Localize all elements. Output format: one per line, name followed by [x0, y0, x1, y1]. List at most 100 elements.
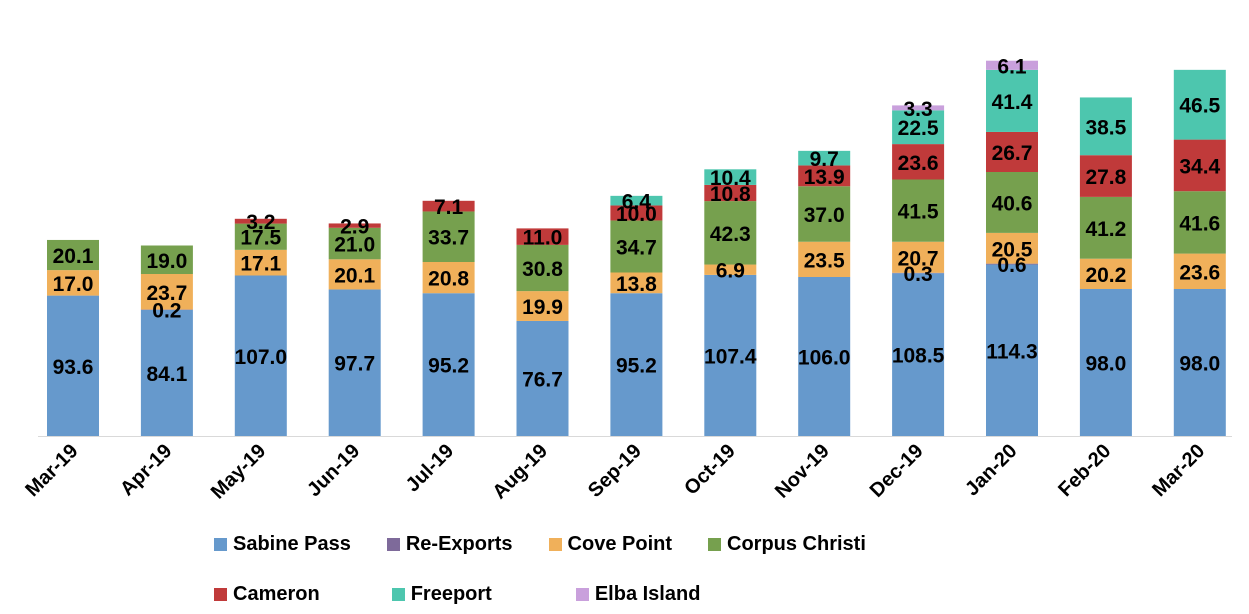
legend-item-elba-island: Elba Island — [575, 583, 700, 606]
x-tick-label: Jul-19 — [402, 440, 458, 496]
data-label-cameron: 10.8 — [710, 183, 751, 206]
bar-segment-cameron — [704, 184, 757, 202]
legend-item-corpus-christi: Corpus Christi — [708, 533, 866, 556]
legend-label-freeport: Freeport — [410, 583, 492, 605]
x-tick-label: Nov-19 — [771, 440, 834, 503]
x-tick-label: Apr-19 — [116, 440, 176, 500]
data-label-sabine-pass: 107.4 — [704, 345, 757, 368]
data-label-cove-point: 23.5 — [804, 249, 845, 272]
data-label-freeport: 6.4 — [622, 191, 652, 214]
bar-segment-corpus-christi — [892, 179, 945, 242]
data-label-sabine-pass: 108.5 — [892, 345, 945, 368]
x-tick-label: Oct-19 — [680, 440, 740, 500]
bar-segment-cove-point — [798, 241, 851, 277]
data-label-corpus-christi: 21.0 — [334, 234, 375, 257]
bar-segment-sabine-pass — [47, 295, 99, 436]
data-label-sabine-pass: 107.0 — [235, 346, 288, 369]
data-label-freeport: 41.4 — [992, 91, 1033, 114]
legend-item-sabine-pass: Sabine Pass — [214, 533, 351, 556]
data-label-re-exports: 0.6 — [997, 254, 1026, 277]
bar-segment-freeport — [892, 110, 945, 145]
data-label-corpus-christi: 41.5 — [898, 201, 939, 224]
data-label-cameron: 10.0 — [616, 203, 657, 226]
legend-label-cameron: Cameron — [233, 583, 320, 605]
bar-segment-sabine-pass — [422, 293, 475, 436]
legend-label-cove-point: Cove Point — [567, 533, 672, 555]
bar-segment-cove-point — [422, 262, 475, 294]
legend-swatch-sabine-pass — [214, 538, 227, 551]
data-label-cameron: 3.2 — [246, 211, 275, 234]
data-label-corpus-christi: 41.2 — [1085, 218, 1126, 241]
bar-segment-sabine-pass — [1079, 289, 1132, 436]
data-label-cameron: 11.0 — [523, 227, 563, 250]
data-label-sabine-pass: 97.7 — [334, 353, 375, 376]
bar-segment-cove-point — [234, 249, 287, 276]
data-label-sabine-pass: 95.2 — [428, 355, 469, 378]
data-label-cameron: 26.7 — [992, 142, 1033, 165]
bar-segment-cameron — [1173, 139, 1226, 192]
legend-swatch-cameron — [214, 588, 227, 601]
data-label-corpus-christi: 34.7 — [616, 236, 657, 259]
bar-segment-cameron — [328, 223, 381, 228]
data-label-corpus-christi: 33.7 — [428, 227, 469, 250]
bar-segment-sabine-pass — [140, 309, 193, 436]
legend-item-re-exports: Re-Exports — [386, 533, 513, 556]
data-label-cove-point: 19.9 — [522, 296, 563, 319]
legend-swatch-elba-island — [575, 588, 589, 601]
legend-label-re-exports: Re-Exports — [405, 533, 513, 555]
legend-label-sabine-pass: Sabine Pass — [233, 533, 351, 555]
bar-segment-corpus-christi — [140, 245, 193, 274]
x-tick-label: Jun-19 — [303, 440, 364, 501]
bar-segment-cameron — [986, 131, 1038, 172]
data-label-cameron: 13.9 — [804, 166, 845, 189]
bar-segment-corpus-christi — [704, 201, 757, 265]
bar-segment-freeport — [1079, 97, 1132, 156]
data-label-sabine-pass: 84.1 — [146, 363, 187, 386]
bar-segment-freeport — [704, 169, 757, 185]
data-label-cove-point: 20.7 — [898, 247, 939, 270]
bar-segment-corpus-christi — [610, 220, 663, 273]
bar-segment-cove-point — [986, 232, 1038, 264]
bar-segment-cove-point — [892, 241, 945, 273]
legend-row-2: Cameron Freeport Elba Island — [214, 583, 736, 606]
bar-segment-corpus-christi — [986, 172, 1038, 233]
data-label-cove-point: 23.6 — [1179, 261, 1220, 284]
data-label-cove-point: 20.1 — [334, 264, 375, 287]
x-tick-label: Dec-19 — [866, 440, 928, 502]
legend-swatch-re-exports — [386, 538, 400, 551]
bar-segment-freeport — [798, 150, 851, 166]
data-label-cove-point: 17.0 — [53, 273, 94, 296]
bar-segment-cameron — [422, 200, 475, 212]
data-label-cameron: 27.8 — [1085, 166, 1126, 189]
x-tick-label: Mar-20 — [1148, 440, 1209, 501]
data-label-cove-point: 6.9 — [716, 260, 745, 283]
data-label-sabine-pass: 114.3 — [986, 340, 1037, 363]
data-label-sabine-pass: 98.0 — [1085, 353, 1126, 376]
bar-segment-sabine-pass — [1173, 289, 1226, 436]
data-label-cove-point: 17.1 — [240, 253, 281, 276]
bar-segment-cameron — [516, 228, 569, 245]
data-label-re-exports: 0.2 — [152, 300, 181, 323]
bar-segment-cameron — [610, 205, 663, 221]
data-label-corpus-christi: 19.0 — [146, 250, 187, 273]
bar-segment-cameron — [892, 144, 945, 180]
data-label-corpus-christi: 37.0 — [804, 204, 845, 227]
bar-segment-elba-island — [892, 105, 945, 111]
bar-segment-cove-point — [140, 274, 193, 310]
legend-label-corpus-christi: Corpus Christi — [727, 533, 866, 555]
data-label-cove-point: 23.7 — [146, 282, 187, 305]
bar-segment-sabine-pass — [516, 320, 569, 436]
bar-segment-cove-point — [516, 291, 569, 321]
data-label-cameron: 7.1 — [434, 196, 464, 219]
data-label-cameron: 34.4 — [1179, 155, 1220, 178]
x-tick-label: Jan-20 — [961, 440, 1021, 500]
legend-swatch-cove-point — [548, 538, 562, 551]
data-label-corpus-christi: 40.6 — [992, 192, 1033, 215]
data-label-corpus-christi: 17.5 — [240, 227, 281, 250]
bar-segment-corpus-christi — [1079, 196, 1132, 259]
legend-item-cove-point: Cove Point — [548, 533, 672, 556]
bar-segment-corpus-christi — [1173, 191, 1226, 254]
legend-row-1: Sabine Pass Re-Exports Cove Point Corpus… — [214, 533, 902, 556]
data-label-cove-point: 20.5 — [992, 238, 1033, 261]
